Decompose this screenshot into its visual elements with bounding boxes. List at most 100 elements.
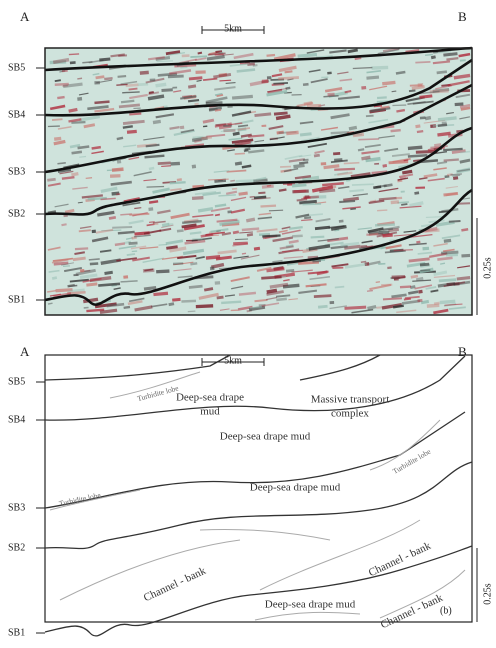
seismic-reflection (321, 76, 329, 79)
seismic-reflection (173, 261, 194, 266)
seismic-reflection (133, 107, 141, 110)
seismic-reflection (241, 227, 260, 232)
seismic-reflection (169, 69, 192, 75)
seismic-reflection (283, 256, 304, 259)
seismic-reflection (320, 162, 327, 166)
seismic-reflection (170, 188, 182, 192)
seismic-reflection (443, 238, 452, 243)
seismic-reflection (285, 244, 294, 249)
seismic-reflection (457, 168, 471, 173)
unit-label: Deep-sea drape (176, 392, 244, 404)
seismic-reflection (261, 184, 274, 189)
seismic-reflection (337, 171, 353, 176)
seismic-reflection (368, 260, 381, 266)
seismic-reflection (272, 236, 294, 243)
seismic-reflection (173, 268, 192, 272)
seismic-reflection (134, 207, 142, 210)
seismic-reflection (366, 290, 373, 292)
seismic-reflection (181, 54, 190, 58)
seismic-reflection (371, 170, 388, 175)
seismic-reflection (296, 198, 308, 202)
seismic-reflection (313, 294, 332, 298)
seismic-reflection (433, 308, 449, 315)
seismic-reflection (456, 202, 471, 205)
seismic-reflection (407, 145, 423, 151)
seismic-reflection (168, 302, 175, 307)
seismic-reflection (71, 172, 79, 177)
seismic-reflection (329, 49, 347, 54)
seismic-reflection (384, 147, 399, 152)
seismic-reflection (361, 240, 373, 244)
seismic-reflection (230, 309, 239, 312)
seismic-reflection (113, 287, 121, 291)
seismic-reflection (310, 235, 325, 239)
seismic-reflection (448, 306, 466, 310)
boundary-label: SB2 (8, 542, 25, 553)
seismic-reflection (375, 184, 387, 189)
seismic-reflection (443, 248, 455, 253)
seismic-reflection (216, 218, 238, 223)
seismic-reflection (364, 262, 370, 266)
section-end: B (458, 9, 467, 24)
seismic-reflection (222, 53, 234, 56)
seismic-reflection (408, 290, 419, 295)
seismic-reflection (313, 153, 320, 158)
seismic-reflection (458, 52, 471, 58)
seismic-reflection (128, 241, 138, 246)
seismic-reflection (401, 299, 421, 305)
seismic-reflection (334, 158, 343, 162)
seismic-reflection (202, 77, 218, 82)
seismic-reflection (427, 177, 445, 182)
seismic-reflection (391, 90, 397, 93)
seismic-reflection (233, 52, 254, 60)
seismic-reflection (203, 287, 214, 292)
seismic-reflection (437, 256, 453, 261)
seismic-reflection (308, 244, 331, 251)
seismic-reflection (254, 298, 268, 303)
seismic-reflection (404, 295, 420, 299)
seismic-reflection (208, 178, 229, 181)
seismic-reflection (382, 80, 396, 86)
seismic-reflection (320, 126, 338, 131)
seismic-reflection (381, 302, 403, 310)
interpreted-line (259, 519, 421, 591)
seismic-reflection (201, 135, 213, 140)
seismic-reflection (382, 297, 403, 301)
seismic-reflection (248, 134, 265, 138)
seismic-reflection (379, 124, 395, 129)
seismic-reflection (287, 78, 294, 81)
seismic-reflection (69, 61, 76, 65)
seismic-reflection (68, 53, 80, 56)
seismic-reflection (322, 181, 344, 187)
seismic-reflection (124, 240, 132, 245)
seismic-reflection (216, 295, 224, 300)
seismic-reflection (293, 189, 307, 193)
seismic-reflection (77, 77, 83, 80)
seismic-reflection (172, 297, 181, 302)
seismic-reflection (288, 226, 303, 230)
seismic-reflection (330, 113, 350, 120)
seismic-reflection (375, 281, 380, 283)
seismic-reflection (216, 230, 221, 232)
seismic-reflection (181, 223, 197, 229)
seismic-reflection (433, 301, 440, 306)
panel-frame (44, 47, 473, 316)
time-label: 0.25s (482, 257, 493, 279)
seismic-reflection (132, 256, 150, 262)
seismic-reflection (176, 229, 184, 233)
seismic-reflection (249, 79, 269, 87)
seismic-reflection (342, 206, 361, 210)
seismic-reflection (351, 183, 374, 186)
seismic-reflection (166, 245, 178, 250)
seismic-reflection (131, 150, 151, 155)
seismic-reflection (365, 156, 381, 163)
seismic-reflection (401, 203, 408, 206)
seismic-reflection (269, 136, 285, 141)
seismic-reflection (390, 200, 400, 205)
seismic-reflection (344, 262, 367, 269)
seismic-reflection (169, 126, 180, 130)
seismic-reflection (403, 159, 409, 162)
seismic-reflection (72, 186, 88, 190)
unit-label: mud (200, 406, 220, 418)
seismic-reflection (288, 298, 298, 301)
